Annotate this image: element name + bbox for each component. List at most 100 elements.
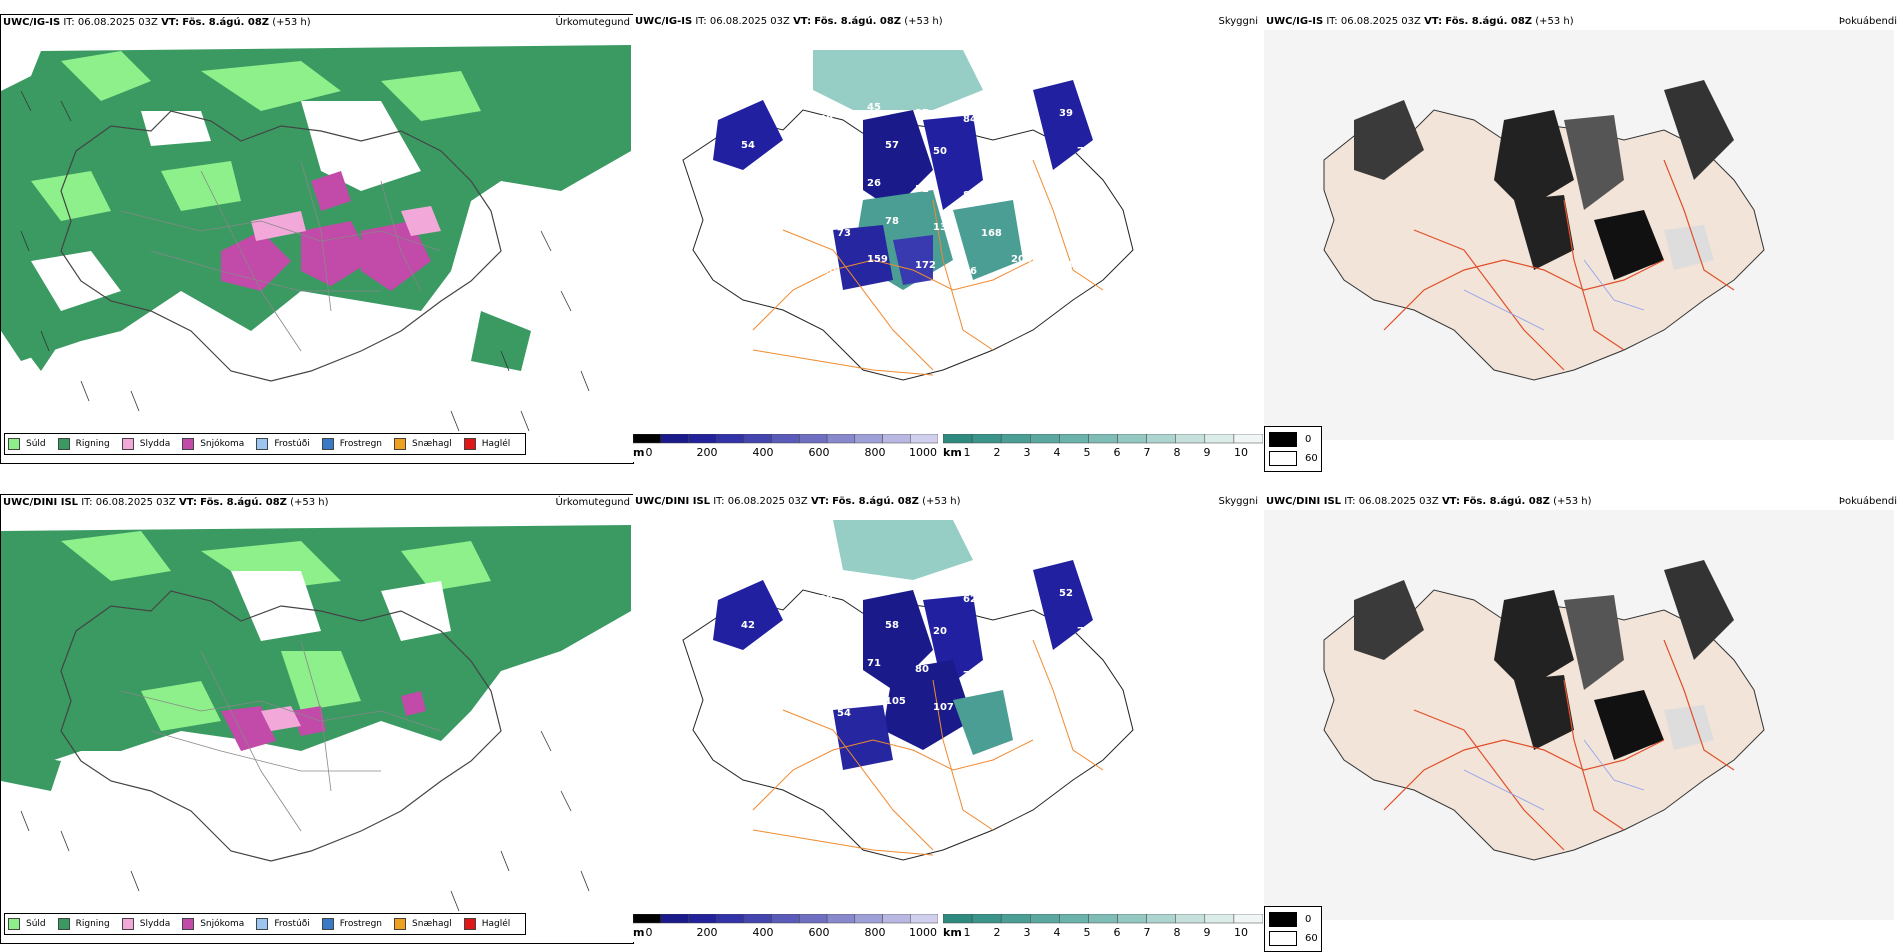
cloud-base-value: 52: [915, 184, 929, 195]
cloud-base-value: 53: [837, 152, 851, 163]
colorbar-cell: [633, 914, 661, 924]
cloud-base-value: 37: [915, 108, 929, 119]
cloud-base-value: 82: [771, 184, 785, 195]
legend-item: Slydda: [121, 438, 170, 450]
cloud-base-value: 61: [771, 260, 785, 271]
cloud-base-value: 118: [1059, 184, 1080, 195]
panel-title: UWC/DINI ISL IT: 06.08.2025 03Z VT: Fös.…: [1266, 496, 1592, 507]
legend-swatch: [321, 918, 334, 930]
fog-panel-bottom: UWC/DINI ISL IT: 06.08.2025 03Z VT: Fös.…: [1264, 494, 1900, 952]
colorbar-tick: 3: [1023, 446, 1031, 459]
fog-legend-row: 0: [1269, 432, 1311, 447]
colorbar-cell: [1030, 434, 1060, 444]
panel-title: UWC/IG-IS IT: 06.08.2025 03Z VT: Fös. 8.…: [635, 16, 943, 27]
legend-item: Snjókoma: [182, 918, 244, 930]
colorbar-unit: m: [633, 446, 645, 459]
cloud-base-value: 54: [837, 708, 851, 719]
colorbar-tick: 7: [1143, 446, 1151, 459]
cloud-base-value: 58: [885, 620, 899, 631]
legend-swatch: [182, 918, 195, 930]
cloud-base-value: 50: [1029, 620, 1043, 631]
cloud-base-value: 50: [933, 146, 947, 157]
cloud-base-values: 75 58 38 51 95 62 62 52 42 66 73 58 20 73 50 72 54 114 97 7…: [723, 582, 1091, 719]
legend-swatch: [57, 438, 70, 450]
cloud-base-value: 71: [867, 658, 881, 669]
legend-item: Haglél: [463, 438, 510, 450]
precip-legend-bottom: Súld Rigning Slydda Snjókoma Frostúði Fr…: [4, 913, 527, 935]
panel-label: Þokuábendi: [1838, 16, 1897, 27]
cloud-base-value: 98: [819, 190, 833, 201]
colorbar-tick: 2: [993, 926, 1001, 939]
panel-title: UWC/IG-IS IT: 06.08.2025 03Z VT: Fös. 8.…: [3, 17, 311, 28]
legend-item: Snæhagl: [394, 918, 452, 930]
cloud-base-value: 98: [723, 254, 737, 265]
cloud-colorbar-m-top: m 0 200 400 600 800 1000: [633, 434, 938, 462]
colorbar-cell: [1204, 914, 1235, 924]
colorbar-tick: 4: [1053, 926, 1061, 939]
cloud-base-value: 63: [1029, 140, 1043, 151]
cloud-base-value: 107: [933, 702, 954, 713]
colorbar-tick: 800: [864, 926, 886, 939]
colorbar-cell: [854, 434, 883, 444]
colorbar-unit: km: [943, 446, 962, 459]
cloud-base-value: 87: [963, 190, 977, 201]
legend-item: Rigning: [57, 438, 110, 450]
colorbar-cell: [854, 914, 883, 924]
colorbar-tick: 0: [645, 926, 653, 939]
fog-legend-row: 60: [1269, 931, 1318, 946]
cloud-base-value: 66: [963, 266, 977, 277]
cloud-base-value: 61: [1011, 102, 1025, 113]
colorbar-tick: 10: [1234, 926, 1248, 939]
cloud-base-value: 58: [771, 588, 785, 599]
fog-legend-bottom: 0 60: [1264, 906, 1322, 952]
colorbar-cell: [1088, 434, 1118, 444]
colorbar-cell: [882, 434, 911, 444]
panel-label: Þokuábendi: [1838, 496, 1897, 507]
cloud-base-value: 57: [885, 140, 899, 151]
legend-item: Súld: [8, 438, 46, 450]
cloud-base-value: 55: [723, 102, 737, 113]
cloud-base-value: 54: [723, 658, 737, 669]
cloud-base-value: 62: [963, 594, 977, 605]
panel-title: UWC/IG-IS IT: 06.08.2025 03Z VT: Fös. 8.…: [1266, 16, 1574, 27]
legend-item: Frostúði: [256, 438, 310, 450]
cloud-base-value: 78: [885, 216, 899, 227]
cloud-base-value: 52: [1059, 588, 1073, 599]
cloud-base-value: 40: [819, 114, 833, 125]
legend-swatch: [463, 438, 476, 450]
cloud-base-value: 59: [789, 146, 803, 157]
cloud-base-value: 38: [819, 594, 833, 605]
cloud-base-value: 81: [1077, 222, 1091, 233]
cloud-base-value: 26: [867, 178, 881, 189]
cloud-colorbar-km-swatches: [943, 914, 1263, 924]
cloud-colorbar-km-swatches: [943, 434, 1263, 444]
legend-swatch: [121, 918, 134, 930]
colorbar-cell: [660, 914, 689, 924]
panel-label: Skyggni: [1218, 16, 1258, 27]
cloud-colorbar-m-swatches: [633, 914, 938, 924]
cloud-base-value: 75: [723, 582, 737, 593]
cloud-base-value: 204: [1011, 254, 1032, 265]
colorbar-cell: [1088, 914, 1118, 924]
cloud-base-value: 51: [867, 582, 881, 593]
fog-legend-top: 0 60: [1264, 426, 1322, 472]
colorbar-tick: 5: [1083, 446, 1091, 459]
colorbar-tick: 1000: [909, 926, 937, 939]
colorbar-cell: [910, 434, 938, 444]
legend-swatch: [321, 438, 334, 450]
precip-legend-top: Súld Rigning Slydda Snjókoma Frostúði Fr…: [4, 433, 527, 455]
colorbar-tick: 6: [1113, 926, 1121, 939]
precip-type-map: [1, 525, 631, 912]
colorbar-cell: [1117, 914, 1147, 924]
colorbar-cell: [1175, 434, 1206, 444]
colorbar-cell: [771, 434, 800, 444]
cloud-base-value: 79: [1077, 146, 1091, 157]
cloud-base-value: 79: [963, 670, 977, 681]
colorbar-cell: [660, 434, 689, 444]
legend-swatch: [121, 438, 134, 450]
legend-swatch: [394, 918, 407, 930]
cloud-base-value: 168: [981, 228, 1002, 239]
cloud-base-value: 73: [837, 632, 851, 643]
legend-item: Súld: [8, 918, 46, 930]
cloud-colorbar-m-bottom: m 0 200 400 600 800 1000: [633, 914, 938, 942]
